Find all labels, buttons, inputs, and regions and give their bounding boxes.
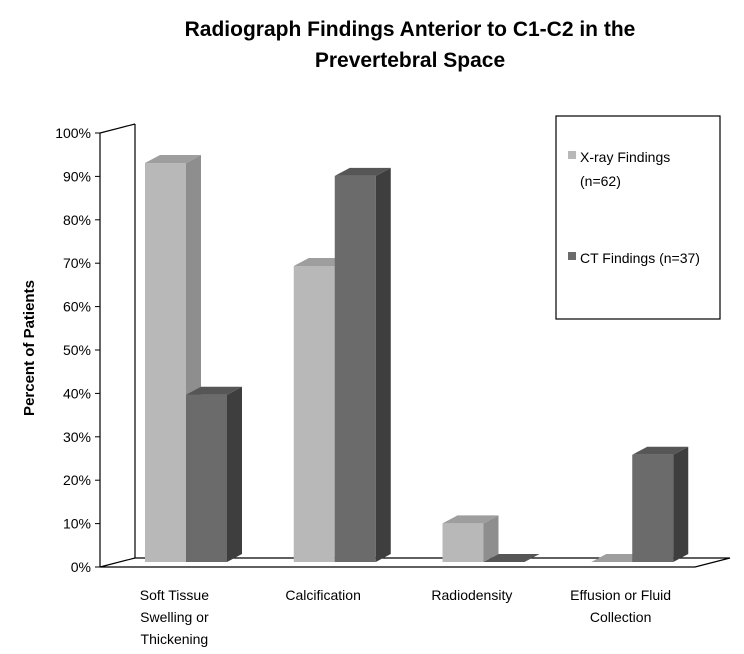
bar-x-ray-findings-n-62-calcification [293, 265, 335, 562]
legend-box [555, 115, 721, 320]
legend-swatch-xray [568, 151, 576, 159]
left-wall [99, 123, 136, 567]
bar-x-ray-findings-n-62-soft-tissue-swelling-or-thickening [145, 163, 186, 562]
y-tick-label: 90% [63, 168, 91, 184]
y-tick-label: 40% [63, 385, 91, 401]
chart-title: Radiograph Findings Anterior to C1-C2 in… [40, 14, 744, 76]
y-tick-label: 20% [63, 472, 91, 488]
y-tick-label: 50% [63, 342, 91, 358]
bar-ct-findings-n-37-soft-tissue-swelling-or-thickening [186, 394, 227, 562]
x-tick-label-radiodensity: Radiodensity [431, 587, 512, 603]
chart-title-line-1: Radiograph Findings Anterior to C1-C2 in… [184, 18, 636, 41]
y-tick-label: 80% [63, 212, 91, 228]
x-tick-label-soft-tissue-swelling-or-thickening: Thickening [141, 631, 209, 647]
legend-label-xray-line-1: X-ray Findings [580, 149, 670, 165]
chart-title-line-2: Prevertebral Space [314, 49, 506, 72]
bar-top-ct-findings-n-37-radiodensity [483, 554, 540, 562]
bar-top-x-ray-findings-n-62-soft-tissue-swelling-or-thickening [145, 155, 201, 164]
bar-top-ct-findings-n-37-calcification [334, 167, 391, 176]
y-tick-label: 70% [63, 255, 91, 271]
bar-side-x-ray-findings-n-62-radiodensity [483, 515, 499, 562]
x-tick-label-soft-tissue-swelling-or-thickening: Soft Tissue [140, 587, 209, 603]
legend-label-xray-line-2: (n=62) [580, 173, 621, 189]
y-axis-label: Percent of Patients [21, 280, 38, 416]
bar-ct-findings-n-37-calcification [334, 175, 376, 562]
y-tick-label: 100% [55, 125, 91, 141]
floor [99, 557, 731, 568]
bar-side-ct-findings-n-37-effusion-or-fluid-collection [673, 446, 689, 562]
bar-top-ct-findings-n-37-soft-tissue-swelling-or-thickening [186, 386, 242, 395]
bar-ct-findings-n-37-effusion-or-fluid-collection [632, 454, 674, 562]
bar-x-ray-findings-n-62-radiodensity [442, 523, 484, 562]
y-tick-label: 10% [63, 516, 91, 532]
bar-side-ct-findings-n-37-soft-tissue-swelling-or-thickening [227, 386, 242, 562]
y-tick-label: 30% [63, 429, 91, 445]
legend: X-ray Findings (n=62) CT Findings (n=37) [555, 115, 721, 320]
x-tick-label-effusion-or-fluid-collection: Collection [590, 609, 651, 625]
y-tick-label: 60% [63, 299, 91, 315]
bar-top-ct-findings-n-37-effusion-or-fluid-collection [632, 446, 689, 455]
bar-side-ct-findings-n-37-calcification [375, 167, 391, 562]
bar-top-x-ray-findings-n-62-radiodensity [442, 515, 499, 524]
legend-label-ct: CT Findings (n=37) [580, 250, 700, 266]
x-tick-label-soft-tissue-swelling-or-thickening: Swelling or [140, 609, 209, 625]
x-tick-label-effusion-or-fluid-collection: Effusion or Fluid [570, 587, 671, 603]
y-tick-label: 0% [71, 559, 91, 575]
x-tick-label-calcification: Calcification [285, 587, 360, 603]
legend-swatch-ct [568, 252, 576, 260]
